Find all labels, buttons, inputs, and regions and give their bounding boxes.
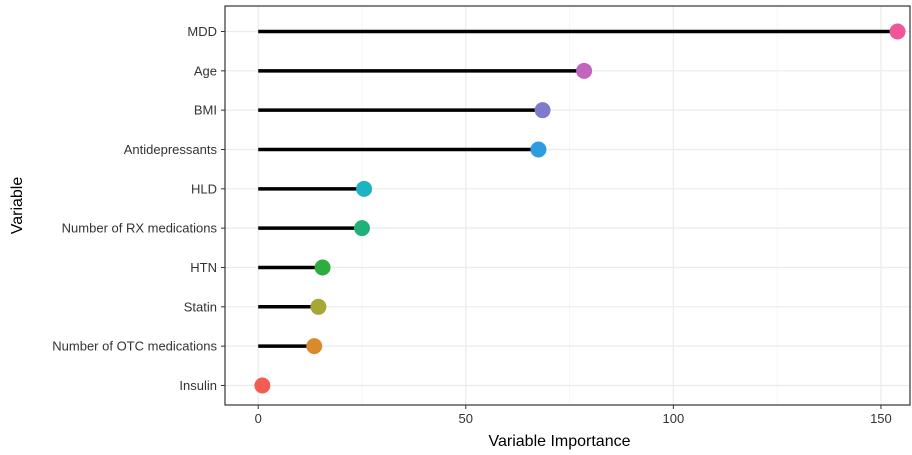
y-tick-label: Insulin xyxy=(179,378,217,393)
lollipop-point xyxy=(356,180,373,197)
x-axis-ticks: 0 50 100 150 xyxy=(255,405,892,426)
panel-border-group xyxy=(224,5,911,406)
y-tick-label: HLD xyxy=(191,181,217,196)
plot-panel xyxy=(225,6,910,405)
panel-border xyxy=(224,5,911,406)
x-tick-label: 0 xyxy=(255,411,262,426)
lollipop-point xyxy=(354,220,370,237)
x-axis-title: Variable Importance xyxy=(489,433,631,450)
lollipop-point xyxy=(530,141,547,158)
y-tick-label: HTN xyxy=(190,260,217,275)
lollipop-point xyxy=(306,338,323,355)
y-axis-ticks: MDD Age BMI Antidepressants HLD Number of RX … xyxy=(52,24,225,393)
y-tick-label: Antidepressants xyxy=(124,142,218,157)
lollipop-point xyxy=(576,62,593,79)
y-tick-label: Number of RX medications xyxy=(62,221,218,236)
panel-background xyxy=(225,6,910,405)
x-tick-label: 150 xyxy=(870,411,892,426)
x-tick-label: 50 xyxy=(459,411,473,426)
y-tick-label: Statin xyxy=(184,299,217,314)
lollipop-point xyxy=(534,102,551,119)
y-tick-label: Age xyxy=(194,63,217,78)
lollipop-point xyxy=(889,23,906,40)
lollipop-point xyxy=(254,377,271,394)
y-tick-label: Number of OTC medications xyxy=(52,339,217,354)
y-tick-label: MDD xyxy=(187,24,217,39)
lollipop-stems xyxy=(258,29,898,388)
lollipop-point xyxy=(310,298,327,315)
x-tick-label: 100 xyxy=(663,411,685,426)
y-axis-title: Variable xyxy=(9,177,26,235)
lollipop-points xyxy=(254,23,906,394)
lollipop-point xyxy=(314,259,331,276)
y-tick-label: BMI xyxy=(194,103,217,118)
